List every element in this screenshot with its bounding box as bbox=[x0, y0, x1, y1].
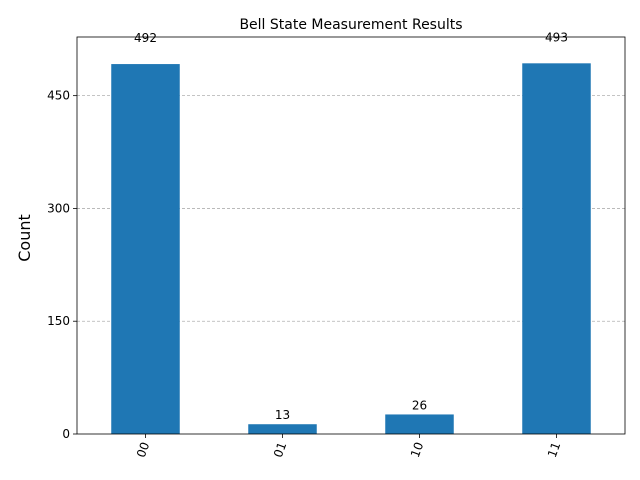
y-tick-label: 300 bbox=[47, 201, 70, 215]
y-tick-label: 0 bbox=[62, 427, 70, 441]
bar-value-label: 13 bbox=[275, 408, 290, 422]
axes bbox=[73, 36, 626, 438]
bar-value-label: 492 bbox=[134, 31, 157, 45]
x-tick-label: 10 bbox=[408, 440, 426, 459]
chart-title: Bell State Measurement Results bbox=[239, 17, 462, 33]
y-tick-label: 450 bbox=[47, 89, 70, 103]
x-tick-label: 00 bbox=[134, 440, 152, 459]
bar-00 bbox=[111, 64, 180, 435]
tick-labels: 0 150 300 450 00 01 10 11 bbox=[47, 89, 563, 460]
x-tick-label: 01 bbox=[271, 440, 289, 459]
x-tick-label: 11 bbox=[545, 440, 563, 459]
bars bbox=[111, 63, 591, 435]
bar-10 bbox=[385, 414, 454, 434]
y-axis-label: Count bbox=[15, 214, 34, 262]
bar-11 bbox=[522, 63, 591, 435]
plot-frame bbox=[76, 36, 626, 435]
bar-01 bbox=[248, 424, 317, 434]
y-tick-label: 150 bbox=[47, 314, 70, 328]
bar-value-label: 26 bbox=[412, 398, 427, 412]
